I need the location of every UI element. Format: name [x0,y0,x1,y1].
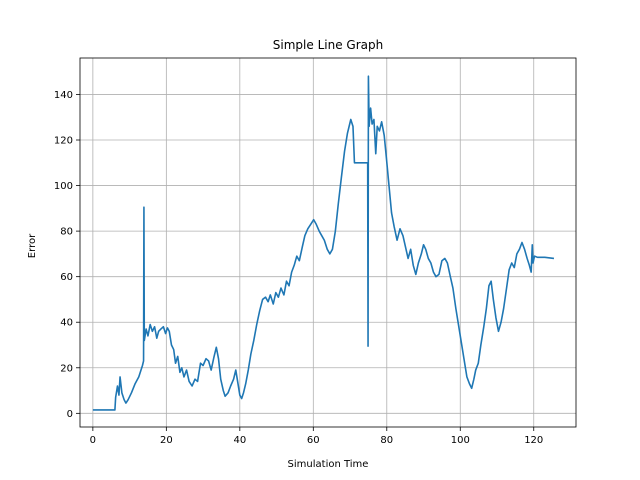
y-tick-label: 60 [60,272,73,283]
y-tick-label: 20 [60,363,73,374]
grid [80,58,576,427]
x-tick-label: 100 [451,435,470,446]
x-tick-label: 80 [380,435,393,446]
y-tick-label: 100 [54,181,73,192]
x-axis: 0 20 40 60 80 100 120 [90,427,543,446]
x-tick-label: 40 [233,435,246,446]
y-tick-label: 0 [67,409,73,420]
x-tick-label: 0 [90,435,96,446]
x-tick-label: 20 [160,435,173,446]
x-tick-label: 60 [307,435,320,446]
plot-area [92,75,555,411]
x-axis-label: Simulation Time [288,459,369,470]
y-axis: 0 20 40 60 80 100 120 140 [54,90,80,420]
chart-title: Simple Line Graph [273,38,383,52]
axes-frame [79,57,577,428]
series-line [92,75,555,411]
y-tick-label: 120 [54,136,73,147]
y-tick-label: 140 [54,90,73,101]
y-tick-label: 80 [60,227,73,238]
y-tick-label: 40 [60,318,73,329]
y-axis-label: Error [27,233,38,258]
x-tick-label: 120 [524,435,543,446]
